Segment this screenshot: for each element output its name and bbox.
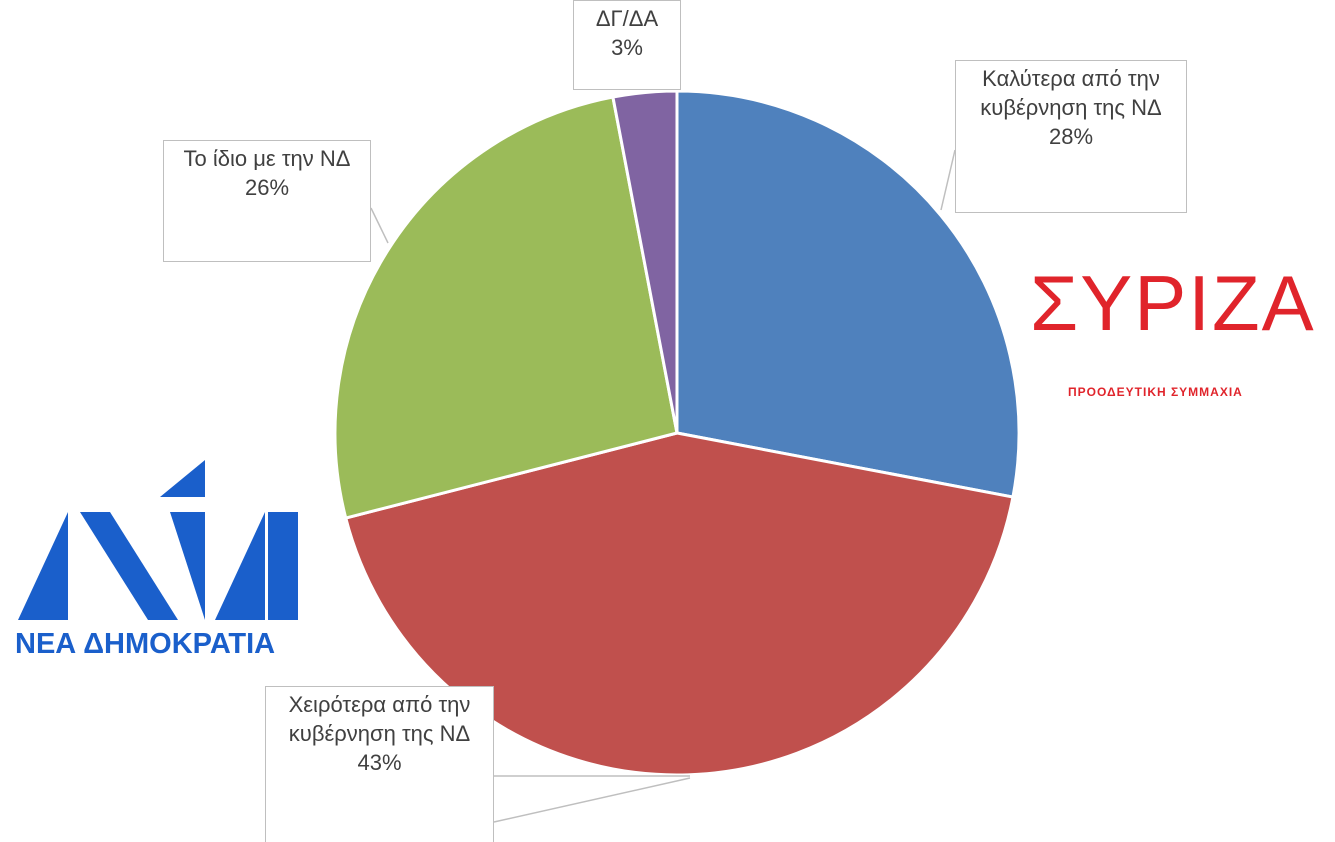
syriza-tagline: ΠΡΟΟΔΕΥΤΙΚΗ ΣΥΜΜΑΧΙΑ: [1068, 385, 1243, 399]
label-category: Χειρότερα από την κυβέρνηση της ΝΔ: [288, 692, 471, 746]
label-category: Το ίδιο με την ΝΔ: [183, 146, 351, 171]
label-value: 43%: [357, 750, 402, 775]
label-category: Καλύτερα από την κυβέρνηση της ΝΔ: [980, 66, 1162, 120]
data-label: Χειρότερα από την κυβέρνηση της ΝΔ 43%: [265, 686, 494, 842]
pie-slice: [611, 89, 679, 434]
pie-slice: [333, 95, 679, 520]
data-label: ΔΓ/ΔΑ 3%: [573, 0, 681, 90]
label-value: 26%: [244, 175, 290, 200]
label-category: ΔΓ/ΔΑ: [595, 6, 659, 31]
pie-slice: [675, 89, 1021, 499]
data-label: Καλύτερα από την κυβέρνηση της ΝΔ 28%: [955, 60, 1187, 213]
leader-line: [493, 777, 691, 823]
nd-name: ΝΕΑ ΔΗΜΟΚΡΑΤΙΑ: [15, 628, 276, 660]
syriza-wordmark: ΣΥΡΙΖΑ: [1030, 259, 1316, 347]
data-label: Το ίδιο με την ΝΔ 26%: [163, 140, 371, 262]
leader-line: [370, 207, 389, 244]
pie-slice: [343, 431, 1015, 777]
nd-logo-shapes: [18, 460, 298, 620]
label-value: 28%: [1048, 124, 1094, 149]
label-value: 3%: [611, 35, 643, 60]
leader-line: [940, 149, 956, 211]
